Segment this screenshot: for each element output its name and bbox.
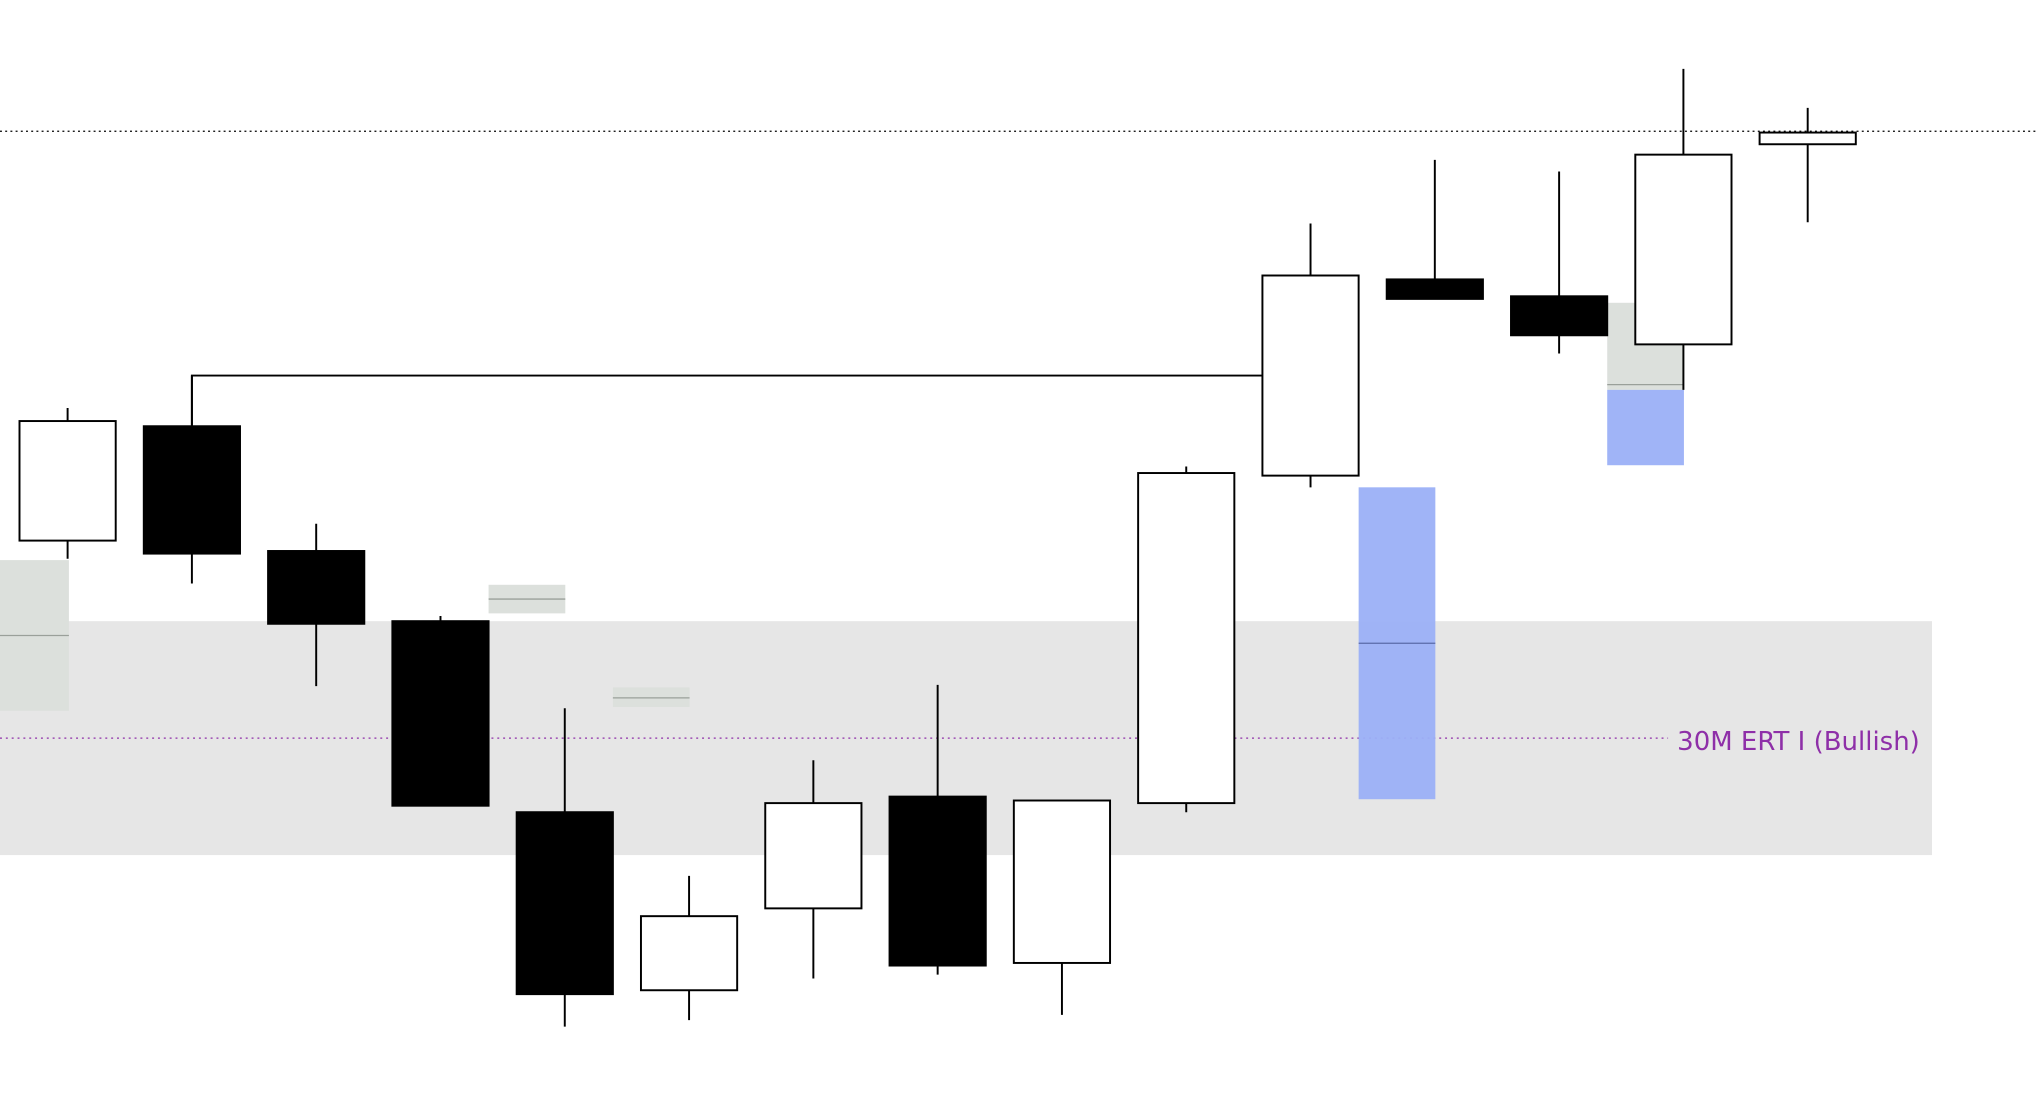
candle-body [18, 420, 117, 542]
candle-body [888, 795, 987, 967]
candle-7 [764, 760, 863, 979]
candle-body [142, 425, 241, 555]
candle-body [1510, 295, 1609, 337]
candle-body [1137, 472, 1236, 805]
candle-body [1385, 278, 1484, 300]
candle-8 [888, 684, 987, 975]
candle-12 [1385, 159, 1484, 300]
candle-body [267, 550, 366, 625]
candle-body [639, 915, 739, 992]
candle-3 [267, 523, 366, 687]
candle-body [764, 802, 863, 910]
candle-body [1012, 799, 1112, 964]
candle-9 [1012, 799, 1112, 1015]
candle-10 [1137, 466, 1236, 813]
candle-body [391, 620, 490, 807]
candle-body [1261, 274, 1360, 477]
candle-14 [1634, 68, 1733, 390]
candle-body [515, 811, 614, 996]
level-line [190, 374, 1263, 427]
candle-1 [18, 408, 117, 559]
candle-11 [1261, 223, 1360, 488]
candle-2 [142, 375, 241, 584]
zone-label: 30M ERT I (Bullish) [1677, 727, 1920, 757]
candle-5 [515, 708, 614, 1027]
candle-body [1634, 153, 1733, 346]
candle-15 [1758, 107, 1857, 223]
candle-body [1758, 131, 1857, 146]
candle-6 [639, 875, 739, 1021]
candle-4 [391, 615, 490, 807]
candle-13 [1510, 171, 1609, 354]
gap-box-blue [1607, 389, 1684, 466]
